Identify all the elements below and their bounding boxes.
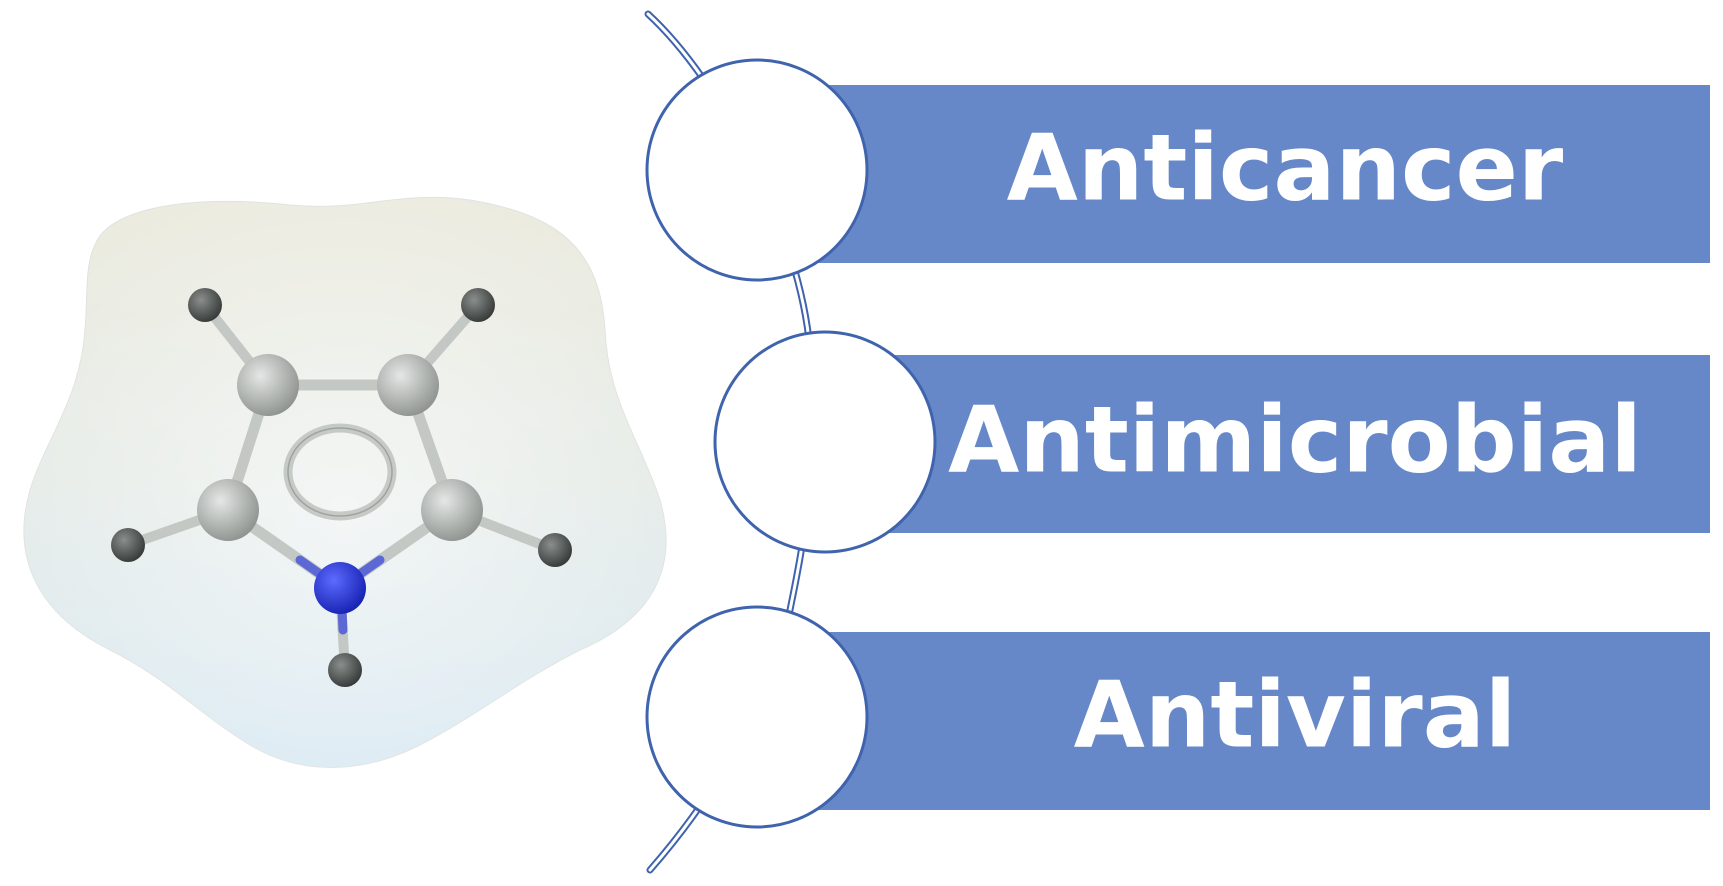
hydrogen-atom — [111, 528, 145, 562]
activity-marker-circle — [645, 58, 869, 282]
activity-bar — [880, 355, 1710, 533]
hydrogen-atom — [328, 653, 362, 687]
activity-item-anticancer: Anticancer — [645, 58, 1710, 282]
nitrogen-atom — [314, 562, 366, 614]
carbon-atom — [237, 354, 299, 416]
hydrogen-atom — [538, 533, 572, 567]
pyrrole-molecule-model — [23, 196, 667, 768]
activity-bar — [810, 85, 1710, 263]
activity-label: Antiviral — [1074, 661, 1517, 768]
activity-marker-circle — [713, 330, 937, 554]
surface-highlight — [23, 197, 667, 768]
carbon-atoms — [197, 354, 483, 541]
carbon-atom — [421, 479, 483, 541]
activity-bar — [810, 632, 1710, 810]
carbon-atom — [197, 479, 259, 541]
activity-item-antimicrobial: Antimicrobial — [713, 330, 1710, 554]
hydrogen-atom — [461, 288, 495, 322]
hydrogen-atoms — [111, 288, 572, 687]
activity-marker-circle — [645, 605, 869, 829]
activity-item-antiviral: Antiviral — [645, 605, 1710, 829]
hydrogen-atom — [188, 288, 222, 322]
carbon-atom — [377, 354, 439, 416]
activity-label: Anticancer — [1007, 114, 1564, 221]
activity-label: Antimicrobial — [948, 386, 1642, 493]
activity-list: Anticancer Antimicrobial Antiviral — [645, 58, 1710, 829]
